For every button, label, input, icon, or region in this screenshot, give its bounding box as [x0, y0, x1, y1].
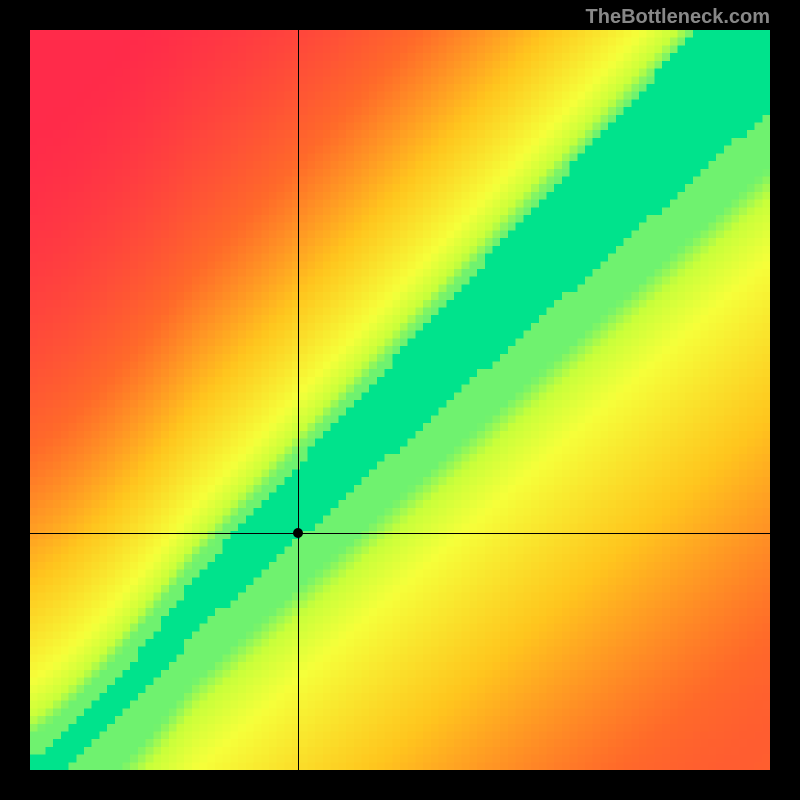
- crosshair-horizontal: [30, 533, 770, 534]
- data-point-marker: [293, 528, 303, 538]
- watermark-text: TheBottleneck.com: [586, 6, 770, 29]
- crosshair-vertical: [298, 30, 299, 770]
- heatmap-plot: [30, 30, 770, 770]
- heatmap-canvas: [30, 30, 770, 770]
